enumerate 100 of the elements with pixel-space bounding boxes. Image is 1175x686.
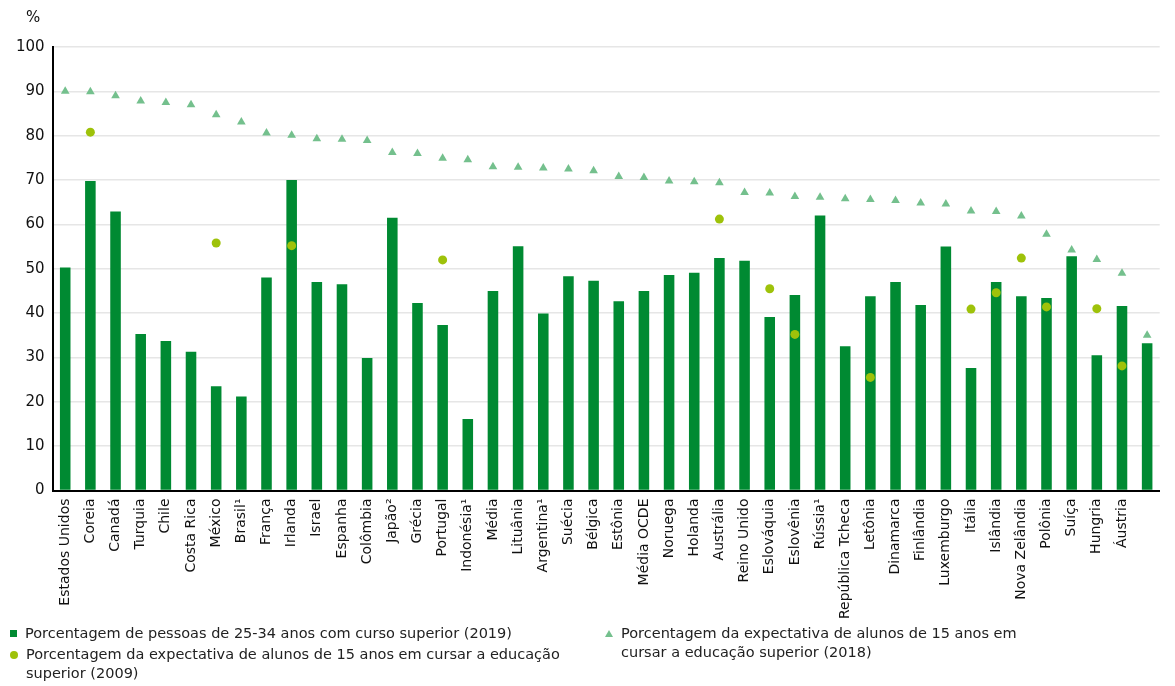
bar xyxy=(412,302,423,490)
x-tick-label: Suécia xyxy=(559,498,576,546)
x-tick-label: Argentina¹ xyxy=(533,498,550,573)
bar xyxy=(588,280,599,490)
point xyxy=(991,288,1001,298)
bar xyxy=(1016,296,1027,490)
point xyxy=(1092,304,1102,314)
bar xyxy=(789,294,801,490)
x-tick-label: Grécia xyxy=(408,498,425,544)
y-tick-label: 70 xyxy=(25,169,45,188)
x-tick-label: Média xyxy=(483,498,500,541)
point xyxy=(1042,229,1051,237)
bar xyxy=(387,217,398,490)
x-tick-label: Noruega xyxy=(659,498,676,559)
point xyxy=(891,195,900,203)
y-axis-title: % xyxy=(26,8,42,28)
point xyxy=(966,304,976,314)
bar xyxy=(1041,298,1052,490)
y-tick-label: 0 xyxy=(35,480,45,499)
bar xyxy=(236,396,247,490)
x-tick-label: Holanda xyxy=(684,498,701,557)
x-tick-label: República Tcheca xyxy=(835,498,852,619)
point xyxy=(312,133,322,142)
x-tick-label: Austrália xyxy=(710,498,727,561)
bar xyxy=(739,260,750,490)
point xyxy=(1017,210,1026,219)
bar xyxy=(1116,306,1128,490)
x-tick-label: Japão² xyxy=(382,498,399,544)
bar xyxy=(714,258,725,490)
point xyxy=(790,329,800,339)
point xyxy=(790,191,800,199)
point xyxy=(85,127,95,137)
point xyxy=(413,148,422,156)
bar xyxy=(361,357,373,490)
y-tick-label: 20 xyxy=(25,391,45,410)
point xyxy=(1142,330,1152,338)
point xyxy=(866,194,875,203)
point xyxy=(664,175,674,184)
x-tick-label: Letônia xyxy=(861,498,878,551)
point xyxy=(714,214,724,224)
x-tick-label: México xyxy=(206,498,223,548)
bar xyxy=(965,368,977,490)
x-tick-label: Suíça xyxy=(1062,498,1079,537)
bar xyxy=(890,282,901,490)
point xyxy=(916,198,926,206)
bar xyxy=(764,317,776,490)
point xyxy=(639,172,649,180)
point xyxy=(840,193,850,202)
x-tick-label: França xyxy=(257,498,274,546)
bar xyxy=(311,282,323,490)
legend-label: Porcentagem da expectativa de alunos de 15 anos em cursar a educação superior (2018) xyxy=(621,624,1018,662)
bar xyxy=(688,272,700,490)
x-tick-label: Israel xyxy=(307,498,324,537)
bar xyxy=(261,277,272,490)
point xyxy=(865,372,875,382)
point xyxy=(211,109,221,118)
x-tick-label: Eslovênia xyxy=(785,498,802,566)
point xyxy=(1042,302,1051,312)
point xyxy=(1067,245,1076,253)
x-tick-label: Lituânia xyxy=(508,498,525,555)
point xyxy=(1117,268,1127,276)
x-tick-label: Chile xyxy=(156,498,173,534)
point xyxy=(765,187,775,196)
x-tick-label: Portugal xyxy=(433,498,450,557)
y-tick-label: 60 xyxy=(25,214,45,233)
point xyxy=(337,134,347,142)
point xyxy=(463,154,473,163)
x-tick-label: Luxemburgo xyxy=(936,498,953,586)
bar xyxy=(462,419,474,490)
y-tick-label: 90 xyxy=(25,81,45,100)
x-tick-label: Finlândia xyxy=(911,498,928,561)
point xyxy=(1092,254,1102,262)
legend-label: Porcentagem de pessoas de 25-34 anos com curso superior (2019) xyxy=(25,624,512,643)
bar xyxy=(990,282,1002,490)
x-tick-label: Estônia xyxy=(609,498,626,551)
x-tick-label: Dinamarca xyxy=(886,498,903,575)
bar xyxy=(185,351,197,490)
point xyxy=(589,165,598,174)
legend-label: Porcentagem da expectativa de alunos de 15 anos em cursar a educação superior (2009) xyxy=(26,645,561,683)
bar xyxy=(638,290,650,490)
point xyxy=(1117,361,1127,371)
x-tick-label: Espanha xyxy=(332,498,349,559)
point xyxy=(740,187,749,195)
point xyxy=(86,86,95,95)
bar xyxy=(286,180,297,490)
bar xyxy=(210,386,222,490)
bar xyxy=(865,296,876,490)
y-tick-label: 30 xyxy=(25,347,45,366)
x-tick-label: Média OCDE xyxy=(634,498,651,586)
x-tick-label: Estados Unidos xyxy=(55,498,72,606)
point xyxy=(387,147,397,156)
bar xyxy=(512,246,524,490)
x-tick-label: Costa Rica xyxy=(181,498,198,573)
point xyxy=(237,116,246,125)
x-tick-label: Bélgica xyxy=(584,498,601,550)
point xyxy=(488,161,498,170)
point xyxy=(765,284,775,294)
point xyxy=(111,90,120,99)
bar xyxy=(336,284,348,490)
bar xyxy=(1141,343,1153,490)
